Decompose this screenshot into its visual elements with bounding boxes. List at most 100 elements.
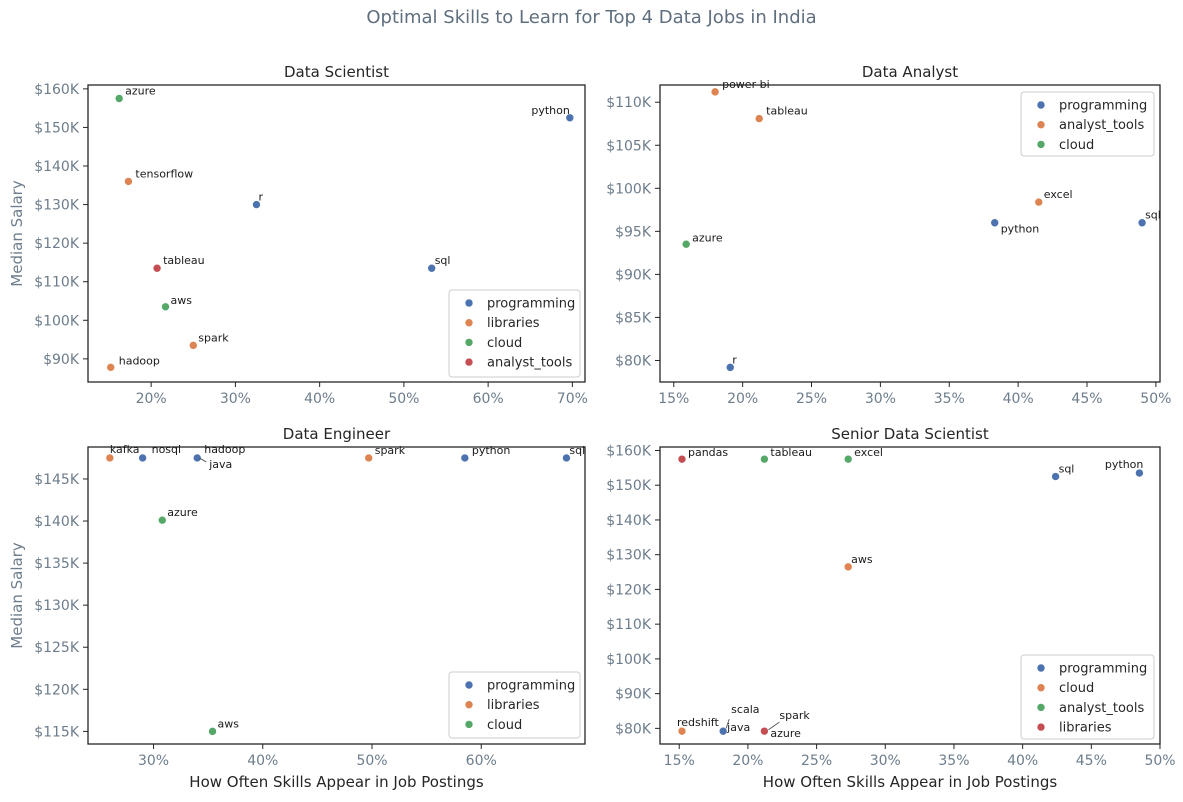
point-python: [1135, 468, 1144, 478]
y-tick-label: $100K: [606, 652, 652, 668]
legend-marker: [464, 318, 474, 328]
point-azure: [760, 726, 769, 736]
y-tick-label: $110K: [606, 95, 652, 111]
legend-label: libraries: [487, 316, 540, 331]
point-label: python: [531, 104, 570, 117]
point-pandas: [677, 454, 687, 464]
point-label: kafka: [110, 443, 140, 456]
point-label: spark: [198, 331, 229, 344]
point-label: tensorflow: [135, 167, 193, 180]
x-tick-label: 45%: [1076, 753, 1107, 769]
legend-label: analyst_tools: [487, 356, 572, 371]
panel-title: Senior Data Scientist: [831, 425, 989, 443]
y-tick-label: $100K: [606, 181, 652, 197]
point-r: [252, 200, 261, 209]
y-tick-label: $145K: [34, 472, 80, 488]
legend-marker: [464, 357, 474, 367]
point-python: [460, 453, 470, 463]
x-tick-label: 40%: [1003, 391, 1034, 407]
x-tick-label: 15%: [664, 753, 695, 769]
point-label: redshift: [677, 716, 719, 729]
y-tick-label: $120K: [34, 682, 80, 698]
point-label: power bi: [722, 78, 770, 91]
legend-marker: [464, 720, 474, 729]
legend-label: cloud: [487, 336, 522, 351]
point-label: r: [258, 191, 263, 204]
legend-box: [1020, 91, 1155, 157]
point-azure: [681, 239, 691, 249]
legend-marker: [1036, 120, 1046, 129]
point-tableau: [754, 114, 764, 123]
y-tick-label: $95K: [615, 224, 652, 240]
x-tick-label: 25%: [801, 753, 832, 769]
x-tick-label: 50%: [388, 391, 419, 407]
point-label: azure: [770, 727, 801, 740]
point-label: tableau: [163, 254, 205, 267]
legend-label: analyst_tools: [1059, 701, 1144, 716]
x-tick-label: 20%: [732, 753, 763, 769]
point-label: azure: [692, 231, 723, 244]
y-tick-label: $120K: [606, 582, 652, 598]
y-tick-label: $90K: [615, 687, 652, 703]
point-label: spark: [779, 709, 810, 722]
point-label: azure: [167, 506, 198, 519]
x-tick-label: 50%: [1144, 753, 1175, 769]
legend-label: programming: [1059, 662, 1147, 677]
y-tick-label: $90K: [43, 352, 80, 368]
point-label: sql: [569, 444, 585, 457]
x-tick-label: 40%: [304, 391, 335, 407]
point-label: aws: [851, 553, 873, 566]
y-tick-label: $80K: [615, 353, 652, 369]
y-tick-label: $80K: [615, 721, 652, 737]
y-tick-label: $160K: [34, 82, 80, 98]
legend-label: analyst_tools: [1059, 118, 1144, 133]
y-tick-label: $135K: [34, 556, 80, 572]
legend-marker: [464, 700, 474, 710]
y-tick-label: $140K: [606, 513, 652, 529]
y-tick-label: $115K: [34, 724, 80, 740]
label-leader-line: [766, 721, 780, 732]
legend-label: programming: [1059, 99, 1147, 114]
point-java: [192, 453, 202, 463]
x-tick-label: 30%: [220, 391, 251, 407]
legend-marker: [1036, 140, 1046, 149]
x-tick-label: 60%: [466, 753, 497, 769]
point-label: spark: [375, 444, 406, 457]
x-tick-label: 30%: [138, 753, 169, 769]
point-python: [565, 113, 575, 123]
x-tick-label: 70%: [557, 391, 588, 407]
point-sql: [427, 263, 436, 273]
label-leader-line: [199, 457, 207, 463]
point-hadoop: [106, 363, 116, 372]
point-sql: [562, 453, 571, 463]
point-r: [725, 363, 735, 372]
y-tick-label: $110K: [34, 275, 80, 291]
panel-data-engineer: Data Engineer 30% 40% 50% 60% $115K $120K $125K…: [8, 425, 586, 791]
y-tick-label: $125K: [34, 640, 80, 656]
point-kafka: [105, 453, 115, 463]
x-tick-label: 35%: [934, 391, 965, 407]
x-axis-label: How Often Skills Appear in Job Postings: [189, 773, 484, 791]
panel-title: Data Analyst: [862, 63, 958, 81]
legend: programming cloud analyst_tools libraries: [1020, 654, 1155, 740]
y-tick-label: $140K: [34, 159, 80, 175]
y-axis-label: Median Salary: [8, 180, 26, 287]
y-tick-label: $130K: [34, 598, 80, 614]
plot-frame: [659, 446, 1161, 745]
legend: programming libraries cloud analyst_tools: [448, 289, 581, 378]
plot-frame: [87, 84, 586, 383]
y-tick-label: $160K: [606, 443, 652, 459]
point-spark: [364, 453, 374, 463]
y-tick-label: $110K: [606, 617, 652, 633]
point-redshift: [677, 726, 687, 736]
point-python: [990, 218, 1000, 228]
point-aws: [161, 302, 170, 312]
figure-title: Optimal Skills to Learn for Top 4 Data J…: [366, 7, 817, 28]
panel-senior-data-scientist: Senior Data Scientist 15% 20% 25% 30% 35% 40% 4…: [606, 425, 1175, 791]
point-label: tableau: [770, 446, 812, 459]
point-label: python: [1001, 223, 1040, 236]
point-nosql: [138, 453, 147, 463]
point-label: tableau: [766, 105, 808, 118]
x-tick-label: 30%: [865, 391, 896, 407]
